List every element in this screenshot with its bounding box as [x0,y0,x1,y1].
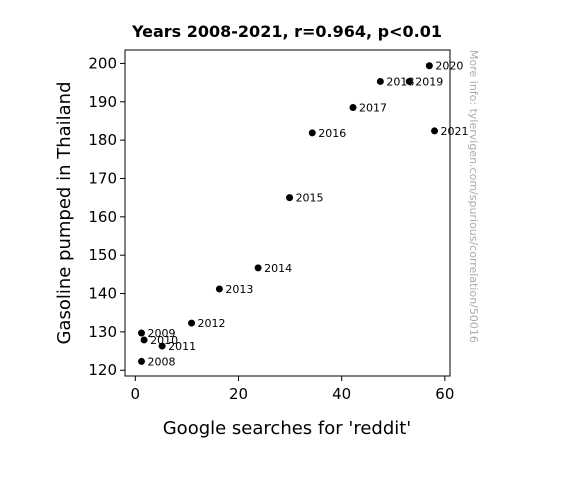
data-point-label: 2021 [441,125,469,138]
data-point [349,104,357,112]
data-point-label: 2013 [225,283,253,296]
y-tick-label: 150 [88,246,117,264]
watermark-text: More info: tylervigen.com/spurious/corre… [467,50,480,343]
data-point-label: 2010 [150,334,178,347]
data-point-label: 2009 [148,327,176,340]
data-point-label: 2014 [264,262,292,275]
data-point [425,62,433,70]
y-tick-label: 130 [88,323,117,341]
chart-title: Years 2008-2021, r=0.964, p<0.01 [131,22,442,41]
x-tick-label: 0 [131,385,141,403]
plot-area: 0 20 40 60 120 130 140 150 160 170 180 190 200 2008 20… [88,54,468,403]
x-tick-label: 60 [435,385,454,403]
x-tick-label: 20 [229,385,248,403]
data-point-label: 2017 [359,102,387,115]
y-tick-label: 120 [88,361,117,379]
data-point [254,264,262,272]
data-point [308,129,316,137]
plot-frame [124,49,451,377]
data-point [188,319,196,327]
data-point [431,127,439,135]
x-tick-label: 40 [332,385,351,403]
data-point [376,77,384,85]
data-point-label: 2020 [435,60,463,73]
data-point-label: 2008 [148,355,176,368]
data-point [405,77,413,85]
y-tick-label: 200 [88,54,117,72]
data-point [215,285,223,293]
data-point [138,329,146,337]
data-point-label: 2015 [296,192,324,205]
y-tick-label: 140 [88,285,117,303]
y-tick-label: 190 [88,93,117,111]
data-point [140,336,148,344]
data-point-label: 2016 [318,127,346,140]
y-tick-label: 180 [88,131,117,149]
data-point-label: 2011 [168,340,196,353]
x-axis-label: Google searches for 'reddit' [163,418,412,439]
data-point-label: 2012 [198,317,226,330]
y-tick-label: 170 [88,169,117,187]
y-axis-label: Gasoline pumped in Thailand [54,81,75,344]
data-point [158,342,166,350]
data-point [138,357,146,365]
y-tick-label: 160 [88,208,117,226]
data-point [286,194,294,202]
data-point-label: 2019 [415,75,443,88]
